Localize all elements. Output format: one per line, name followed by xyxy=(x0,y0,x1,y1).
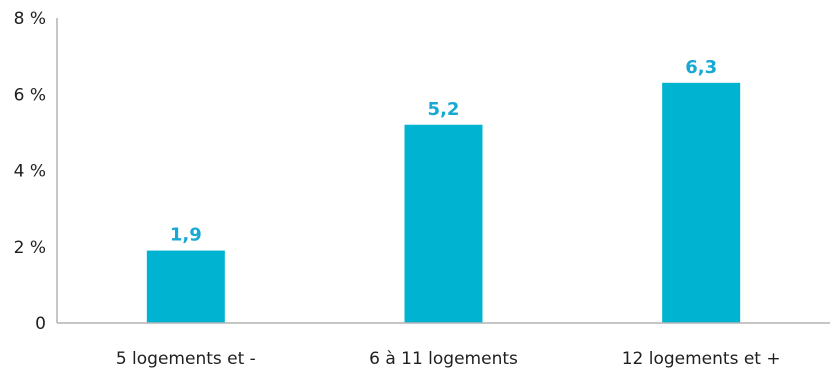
x-axis: 5 logements et - 6 à 11 logements 12 logem… xyxy=(57,322,830,369)
data-labels: 1,9 5,2 6,3 xyxy=(170,57,717,246)
y-axis: 0 2 % 4 % 6 % 8 % xyxy=(14,9,58,334)
x-category-label: 12 logements et + xyxy=(622,349,781,369)
y-tick-label: 0 xyxy=(35,314,46,334)
bar xyxy=(146,250,225,323)
data-label: 1,9 xyxy=(170,225,202,246)
bar xyxy=(662,82,741,323)
data-label: 6,3 xyxy=(685,57,717,78)
y-tick-label: 6 % xyxy=(14,85,46,105)
y-tick-label: 8 % xyxy=(14,9,46,29)
bar xyxy=(404,124,483,323)
bars xyxy=(146,82,741,323)
data-label: 5,2 xyxy=(428,99,460,120)
y-tick-label: 2 % xyxy=(14,238,46,258)
y-tick-label: 4 % xyxy=(14,162,46,182)
x-category-label: 6 à 11 logements xyxy=(369,349,518,369)
x-category-label: 5 logements et - xyxy=(116,349,256,369)
